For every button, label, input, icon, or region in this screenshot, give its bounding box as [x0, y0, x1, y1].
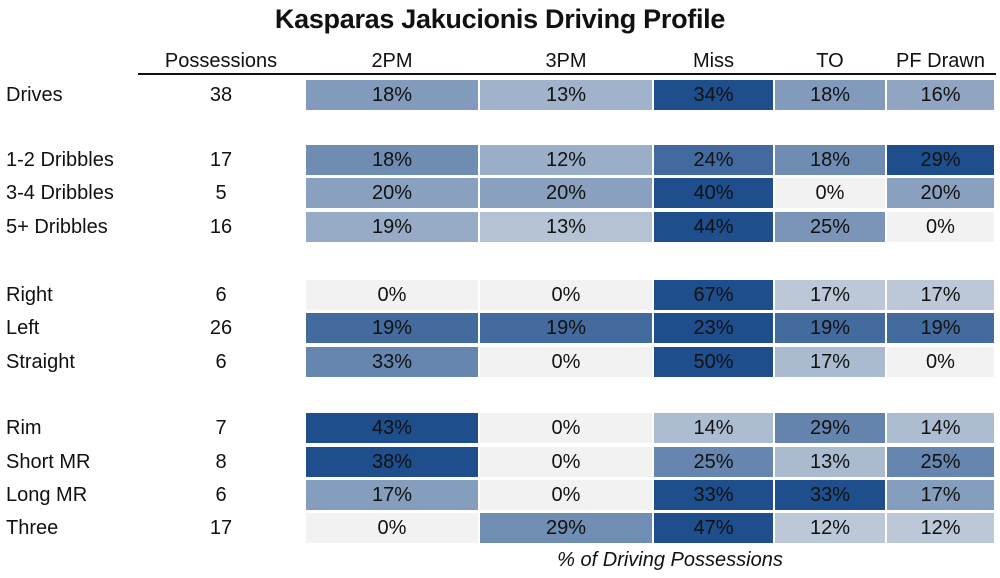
heatmap-cell-2pm: 19%	[306, 313, 478, 343]
heatmap-cell-to: 17%	[775, 280, 885, 310]
heatmap-cell-2pm: 19%	[306, 212, 478, 242]
possessions-cell: 6	[215, 284, 227, 306]
heatmap-cell-3pm: 12%	[480, 145, 652, 175]
col-header-to: TO	[816, 50, 844, 72]
heatmap-cell-pf-drawn: 0%	[887, 212, 994, 242]
heatmap-cell-pf-drawn: 25%	[887, 447, 994, 477]
col-header-possessions: Possessions	[164, 50, 278, 72]
possessions-cell: 7	[215, 417, 227, 439]
heatmap-cell-miss: 67%	[654, 280, 773, 310]
heatmap-cell-3pm: 0%	[480, 280, 652, 310]
row-label: Left	[6, 317, 40, 339]
row-label: Short MR	[6, 451, 91, 473]
heatmap-cell-to: 18%	[775, 80, 885, 110]
heatmap-cell-3pm: 20%	[480, 178, 652, 208]
col-header-pf-drawn: PF Drawn	[896, 50, 985, 72]
heatmap-cell-3pm: 29%	[480, 513, 652, 543]
col-header-miss: Miss	[692, 50, 735, 72]
heatmap-cell-2pm: 17%	[306, 480, 478, 510]
heatmap-cell-miss: 25%	[654, 447, 773, 477]
heatmap-cell-pf-drawn: 19%	[887, 313, 994, 343]
heatmap-cell-3pm: 0%	[480, 480, 652, 510]
possessions-cell: 6	[215, 484, 227, 506]
heatmap-cell-to: 12%	[775, 513, 885, 543]
heatmap-cell-miss: 24%	[654, 145, 773, 175]
heatmap-cell-3pm: 19%	[480, 313, 652, 343]
possessions-cell: 38	[209, 84, 233, 106]
col-header-2pm: 2PM	[371, 50, 413, 72]
heatmap-cell-to: 29%	[775, 413, 885, 443]
heatmap-cell-pf-drawn: 29%	[887, 145, 994, 175]
heatmap-cell-pf-drawn: 0%	[887, 347, 994, 377]
heatmap-cell-to: 13%	[775, 447, 885, 477]
heatmap-cell-pf-drawn: 17%	[887, 480, 994, 510]
heatmap-cell-pf-drawn: 16%	[887, 80, 994, 110]
row-label: Straight	[6, 351, 75, 373]
row-label: 5+ Dribbles	[6, 216, 108, 238]
heatmap-cell-pf-drawn: 14%	[887, 413, 994, 443]
heatmap-cell-to: 0%	[775, 178, 885, 208]
possessions-cell: 16	[209, 216, 233, 238]
heatmap-cell-to: 19%	[775, 313, 885, 343]
heatmap-cell-miss: 40%	[654, 178, 773, 208]
heatmap-cell-miss: 34%	[654, 80, 773, 110]
heatmap-cell-miss: 23%	[654, 313, 773, 343]
heatmap-cell-3pm: 0%	[480, 447, 652, 477]
possessions-cell: 26	[209, 317, 233, 339]
heatmap-cell-3pm: 13%	[480, 80, 652, 110]
heatmap-cell-to: 33%	[775, 480, 885, 510]
heatmap-cell-to: 25%	[775, 212, 885, 242]
chart-title: Kasparas Jakucionis Driving Profile	[274, 4, 726, 34]
possessions-cell: 17	[209, 517, 233, 539]
row-label: Three	[6, 517, 59, 539]
possessions-cell: 17	[209, 149, 233, 171]
row-label: Long MR	[6, 484, 88, 506]
heatmap-cell-pf-drawn: 12%	[887, 513, 994, 543]
heatmap-cell-miss: 47%	[654, 513, 773, 543]
x-axis-label: % of Driving Possessions	[557, 549, 783, 571]
heatmap-cell-pf-drawn: 20%	[887, 178, 994, 208]
possessions-cell: 8	[215, 451, 227, 473]
heatmap-cell-to: 17%	[775, 347, 885, 377]
heatmap-cell-3pm: 0%	[480, 347, 652, 377]
heatmap-cell-2pm: 43%	[306, 413, 478, 443]
heatmap-cell-2pm: 0%	[306, 513, 478, 543]
row-label: 3-4 Dribbles	[6, 182, 114, 204]
heatmap-cell-to: 18%	[775, 145, 885, 175]
heatmap-cell-2pm: 0%	[306, 280, 478, 310]
heatmap-cell-2pm: 18%	[306, 145, 478, 175]
row-label: 1-2 Dribbles	[6, 149, 114, 171]
heatmap-cell-2pm: 38%	[306, 447, 478, 477]
row-label: Drives	[6, 84, 63, 106]
heatmap-cell-miss: 14%	[654, 413, 773, 443]
header-underline	[138, 73, 996, 75]
heatmap-cell-miss: 50%	[654, 347, 773, 377]
heatmap-cell-miss: 33%	[654, 480, 773, 510]
heatmap-cell-3pm: 0%	[480, 413, 652, 443]
heatmap-cell-2pm: 33%	[306, 347, 478, 377]
row-label: Rim	[6, 417, 42, 439]
possessions-cell: 5	[215, 182, 227, 204]
possessions-cell: 6	[215, 351, 227, 373]
heatmap-cell-2pm: 18%	[306, 80, 478, 110]
heatmap-cell-miss: 44%	[654, 212, 773, 242]
col-header-3pm: 3PM	[545, 50, 587, 72]
heatmap-cell-3pm: 13%	[480, 212, 652, 242]
row-label: Right	[6, 284, 53, 306]
heatmap-cell-2pm: 20%	[306, 178, 478, 208]
heatmap-cell-pf-drawn: 17%	[887, 280, 994, 310]
